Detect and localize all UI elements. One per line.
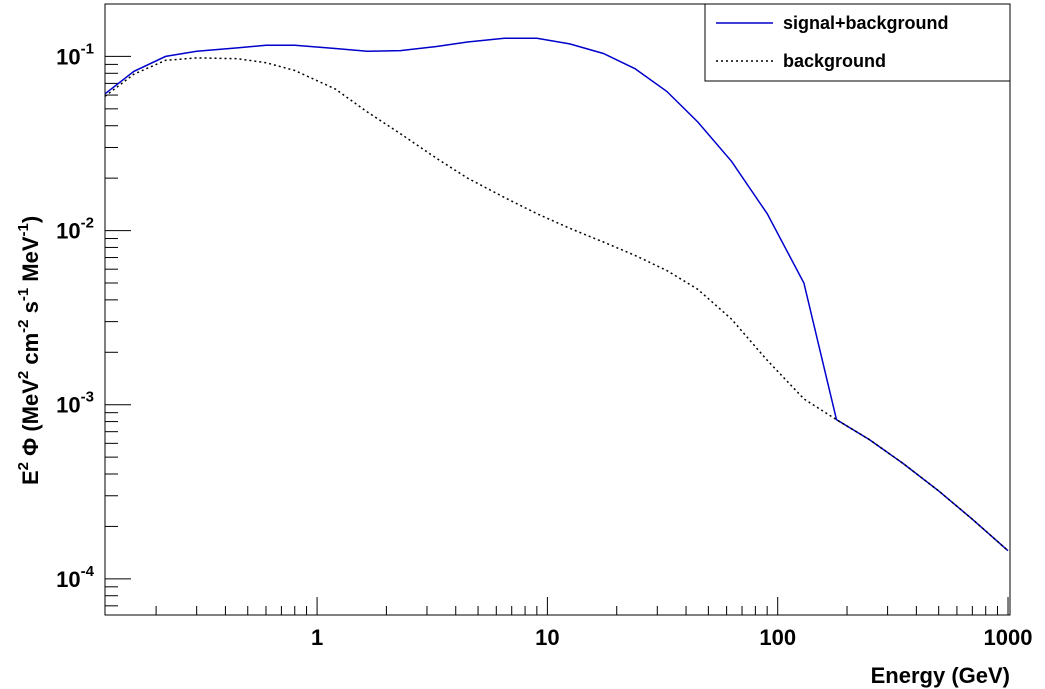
axis-ticks bbox=[105, 3, 1009, 615]
legend-box bbox=[704, 3, 1011, 82]
y-tick-label: 10-1 bbox=[56, 40, 94, 69]
legend-label-background: background bbox=[783, 51, 886, 71]
y-axis-title: E2 Φ (MeV2 cm-2 s-1 MeV-1) bbox=[15, 216, 43, 485]
series-lines bbox=[104, 37, 1009, 552]
x-tick-label: 10 bbox=[535, 625, 559, 650]
legend-label-signal-background: signal+background bbox=[783, 13, 949, 33]
y-tick-label: 10-4 bbox=[56, 563, 94, 592]
x-tick-label: 1 bbox=[311, 625, 323, 650]
x-tick-label: 1000 bbox=[984, 625, 1033, 650]
legend: signal+background background bbox=[704, 3, 1011, 82]
y-tick-labels: 10-1 10-2 10-3 10-4 bbox=[56, 40, 94, 591]
series-line-signal-background bbox=[104, 37, 1009, 552]
y-tick-label: 10-3 bbox=[56, 389, 94, 418]
x-tick-labels: 1 10 100 1000 bbox=[311, 625, 1033, 650]
series-line-background bbox=[104, 57, 1009, 552]
x-tick-label: 100 bbox=[759, 625, 796, 650]
y-tick-label: 10-2 bbox=[56, 215, 94, 244]
plot-frame bbox=[104, 3, 1011, 616]
x-axis-title: Energy (GeV) bbox=[871, 663, 1010, 688]
